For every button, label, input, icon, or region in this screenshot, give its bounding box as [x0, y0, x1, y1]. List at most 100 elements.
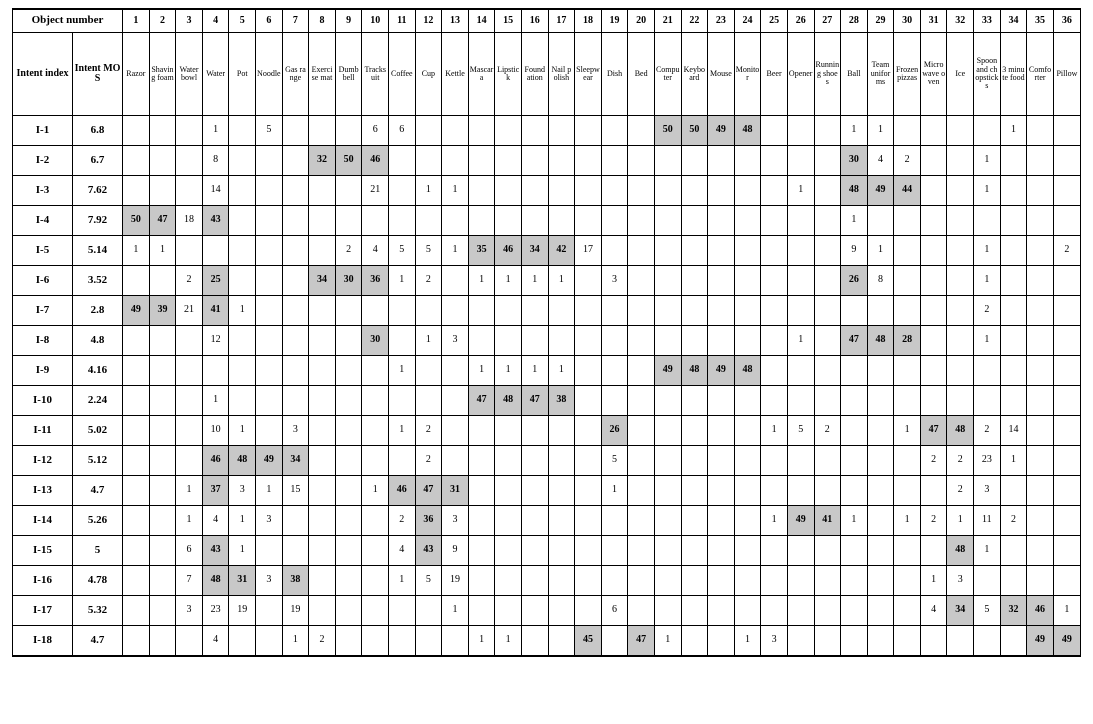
cell	[1027, 176, 1054, 206]
cell: 9	[841, 236, 868, 266]
cell	[894, 476, 921, 506]
cell	[202, 236, 229, 266]
intent-index: I-6	[13, 266, 73, 296]
table-row: I-175.32323191916434532461	[13, 596, 1081, 626]
cell	[761, 266, 788, 296]
cell	[867, 416, 894, 446]
cell	[521, 176, 548, 206]
cell	[867, 296, 894, 326]
cell: 36	[362, 266, 389, 296]
cell	[761, 296, 788, 326]
object-number: 23	[708, 9, 735, 33]
cell	[309, 206, 336, 236]
cell: 21	[362, 176, 389, 206]
cell: 1	[841, 506, 868, 536]
object-number: 8	[309, 9, 336, 33]
cell	[814, 266, 841, 296]
cell	[495, 446, 522, 476]
cell	[708, 326, 735, 356]
cell: 1	[256, 476, 283, 506]
cell	[734, 236, 761, 266]
cell: 1	[362, 476, 389, 506]
cell	[787, 356, 814, 386]
cell: 1	[415, 326, 442, 356]
object-name-header: Razor	[123, 33, 150, 116]
cell: 32	[1000, 596, 1027, 626]
cell	[521, 506, 548, 536]
cell: 49	[867, 176, 894, 206]
cell	[389, 296, 416, 326]
cell	[787, 386, 814, 416]
cell	[256, 386, 283, 416]
cell	[761, 476, 788, 506]
cell: 49	[708, 356, 735, 386]
intent-mos: 6.8	[73, 116, 123, 146]
cell	[1053, 536, 1080, 566]
cell	[149, 386, 176, 416]
cell	[495, 536, 522, 566]
cell	[149, 626, 176, 657]
object-number: 9	[335, 9, 362, 33]
cell	[229, 266, 256, 296]
cell	[1053, 566, 1080, 596]
cell	[920, 326, 947, 356]
cell	[867, 386, 894, 416]
cell	[841, 296, 868, 326]
cell	[495, 176, 522, 206]
object-name-header: Opener	[787, 33, 814, 116]
cell: 8	[867, 266, 894, 296]
cell	[389, 206, 416, 236]
cell: 23	[974, 446, 1001, 476]
cell: 11	[974, 506, 1001, 536]
cell	[521, 416, 548, 446]
cell: 4	[202, 626, 229, 657]
cell	[149, 536, 176, 566]
cell	[761, 116, 788, 146]
cell: 1	[149, 236, 176, 266]
cell	[681, 146, 708, 176]
cell	[947, 206, 974, 236]
object-name-header: Keyboard	[681, 33, 708, 116]
cell	[335, 446, 362, 476]
cell	[1053, 356, 1080, 386]
intent-mos: 4.7	[73, 626, 123, 657]
object-name-header: Frozen pizzas	[894, 33, 921, 116]
cell	[548, 626, 575, 657]
cell: 5	[415, 236, 442, 266]
cell	[814, 296, 841, 326]
table-row: I-15564314439481	[13, 536, 1081, 566]
cell	[787, 566, 814, 596]
cell: 1	[894, 506, 921, 536]
cell	[362, 206, 389, 236]
object-name-header: Monitor	[734, 33, 761, 116]
cell	[229, 626, 256, 657]
table-row: I-63.5222534303612111132681	[13, 266, 1081, 296]
cell	[521, 476, 548, 506]
cell: 1	[442, 596, 469, 626]
cell	[734, 536, 761, 566]
object-name-header: Nail polish	[548, 33, 575, 116]
cell	[628, 266, 655, 296]
cell: 5	[601, 446, 628, 476]
cell: 1	[229, 416, 256, 446]
cell	[654, 206, 681, 236]
object-number: 26	[787, 9, 814, 33]
cell	[309, 416, 336, 446]
cell	[841, 566, 868, 596]
cell	[548, 416, 575, 446]
cell	[920, 146, 947, 176]
cell: 38	[548, 386, 575, 416]
cell	[761, 536, 788, 566]
cell	[1027, 416, 1054, 446]
cell	[362, 416, 389, 446]
cell	[787, 116, 814, 146]
cell	[468, 176, 495, 206]
cell: 1	[548, 266, 575, 296]
cell: 1	[734, 626, 761, 657]
cell	[468, 566, 495, 596]
cell	[867, 206, 894, 236]
cell	[495, 506, 522, 536]
cell: 30	[335, 266, 362, 296]
cell	[734, 416, 761, 446]
cell	[654, 566, 681, 596]
